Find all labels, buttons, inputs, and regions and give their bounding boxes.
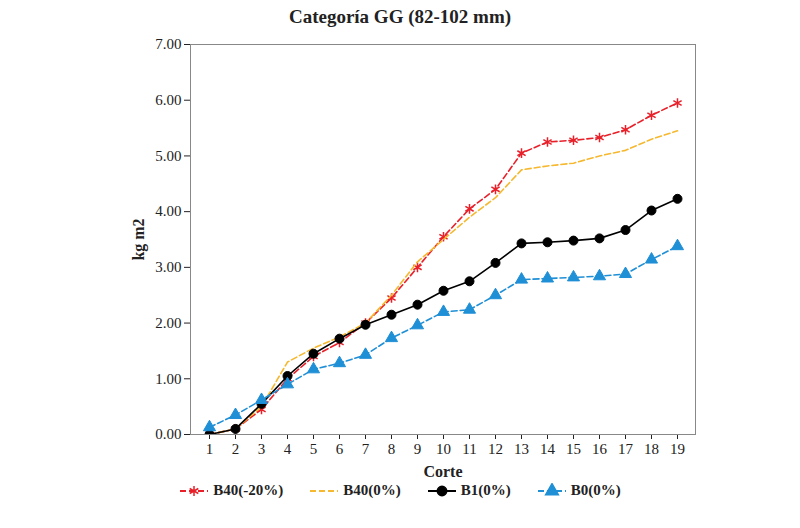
html-text:B0(0%): B0(0%) — [570, 482, 621, 498]
svg-text:kg m2: kg m2 — [130, 218, 148, 260]
html-text:B1(0%): B1(0%) — [460, 482, 511, 498]
svg-text:0.00: 0.00 — [155, 426, 181, 442]
svg-text:19: 19 — [670, 441, 685, 457]
svg-text:9: 9 — [414, 441, 422, 457]
html-text:B40(-20%): B40(-20%) — [213, 482, 284, 498]
svg-text:11: 11 — [462, 441, 476, 457]
html-text:Categoría GG (82-102 mm): Categoría GG (82-102 mm) — [288, 6, 512, 27]
svg-text:10: 10 — [436, 441, 451, 457]
svg-text:2.00: 2.00 — [155, 315, 181, 331]
svg-text:2: 2 — [232, 441, 240, 457]
svg-text:4.00: 4.00 — [155, 203, 181, 219]
svg-text:1.00: 1.00 — [155, 371, 181, 387]
svg-text:5: 5 — [310, 441, 318, 457]
svg-text:6.00: 6.00 — [155, 92, 181, 108]
svg-text:4: 4 — [284, 441, 292, 457]
svg-text:13: 13 — [514, 441, 529, 457]
svg-text:15: 15 — [566, 441, 581, 457]
svg-text:12: 12 — [488, 441, 503, 457]
svg-text:14: 14 — [540, 441, 556, 457]
html-text:B40(0%): B40(0%) — [343, 482, 401, 498]
svg-text:17: 17 — [618, 441, 634, 457]
svg-text:7: 7 — [362, 441, 370, 457]
svg-text:18: 18 — [644, 441, 659, 457]
svg-text:1: 1 — [206, 441, 214, 457]
svg-text:6: 6 — [336, 441, 344, 457]
svg-text:16: 16 — [592, 441, 608, 457]
svg-text:5.00: 5.00 — [155, 148, 181, 164]
svg-text:3: 3 — [258, 441, 266, 457]
svg-text:Corte: Corte — [423, 463, 462, 480]
svg-text:7.00: 7.00 — [155, 36, 181, 52]
svg-text:8: 8 — [388, 441, 396, 457]
svg-text:3.00: 3.00 — [155, 259, 181, 275]
